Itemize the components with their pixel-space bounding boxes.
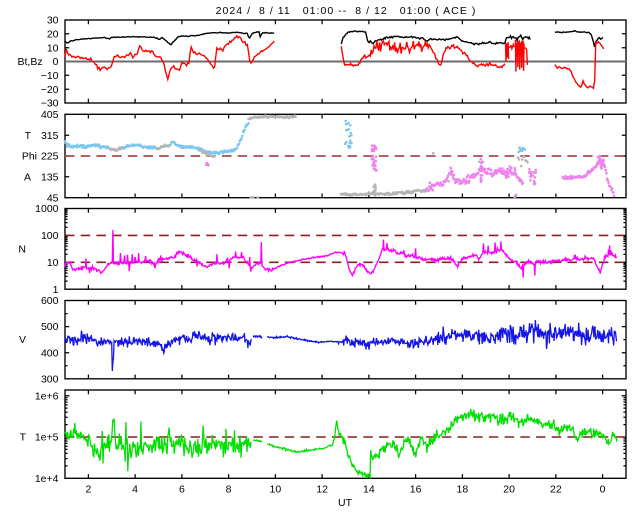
- svg-text:500: 500: [41, 321, 59, 333]
- svg-text:14: 14: [363, 484, 375, 496]
- svg-text:400: 400: [41, 347, 59, 359]
- svg-text:0: 0: [53, 56, 59, 68]
- svg-text:A: A: [24, 171, 31, 183]
- svg-text:2: 2: [85, 484, 91, 496]
- svg-text:4: 4: [132, 484, 138, 496]
- svg-text:T: T: [25, 130, 32, 142]
- svg-text:Bt,Bz: Bt,Bz: [17, 56, 45, 68]
- svg-text:1e+4: 1e+4: [35, 473, 59, 485]
- svg-text:−10: −10: [41, 70, 59, 82]
- svg-text:300: 300: [41, 373, 59, 385]
- svg-text:2024 / 8 / 11 01:00 -- 8 /: 2024 / 8 / 11 01:00 -- 8 / 12 01:00 ( AC…: [216, 5, 477, 17]
- svg-text:UT: UT: [338, 497, 353, 509]
- svg-text:V: V: [19, 334, 26, 346]
- svg-text:1: 1: [53, 284, 59, 296]
- svg-text:22: 22: [550, 484, 562, 496]
- svg-text:405: 405: [41, 109, 59, 121]
- svg-text:1e+5: 1e+5: [35, 432, 59, 444]
- svg-text:T: T: [20, 432, 27, 444]
- svg-text:315: 315: [41, 130, 59, 142]
- svg-text:20: 20: [47, 28, 59, 40]
- svg-text:Phi: Phi: [22, 151, 37, 163]
- svg-text:1000: 1000: [35, 203, 59, 215]
- svg-text:6: 6: [179, 484, 185, 496]
- svg-text:30: 30: [47, 15, 59, 27]
- svg-text:225: 225: [41, 151, 59, 163]
- svg-text:12: 12: [316, 484, 328, 496]
- svg-text:8: 8: [226, 484, 232, 496]
- svg-text:N: N: [18, 243, 26, 255]
- svg-text:135: 135: [41, 171, 59, 183]
- svg-text:1e+6: 1e+6: [35, 390, 59, 402]
- svg-text:0: 0: [600, 484, 606, 496]
- svg-text:10: 10: [47, 42, 59, 54]
- svg-text:45: 45: [47, 192, 59, 204]
- svg-text:16: 16: [410, 484, 422, 496]
- svg-text:18: 18: [457, 484, 469, 496]
- svg-text:10: 10: [270, 484, 282, 496]
- svg-text:100: 100: [41, 230, 59, 242]
- svg-text:−30: −30: [41, 98, 59, 110]
- svg-text:600: 600: [41, 295, 59, 307]
- svg-text:−20: −20: [41, 84, 59, 96]
- svg-text:20: 20: [503, 484, 515, 496]
- svg-text:10: 10: [47, 257, 59, 269]
